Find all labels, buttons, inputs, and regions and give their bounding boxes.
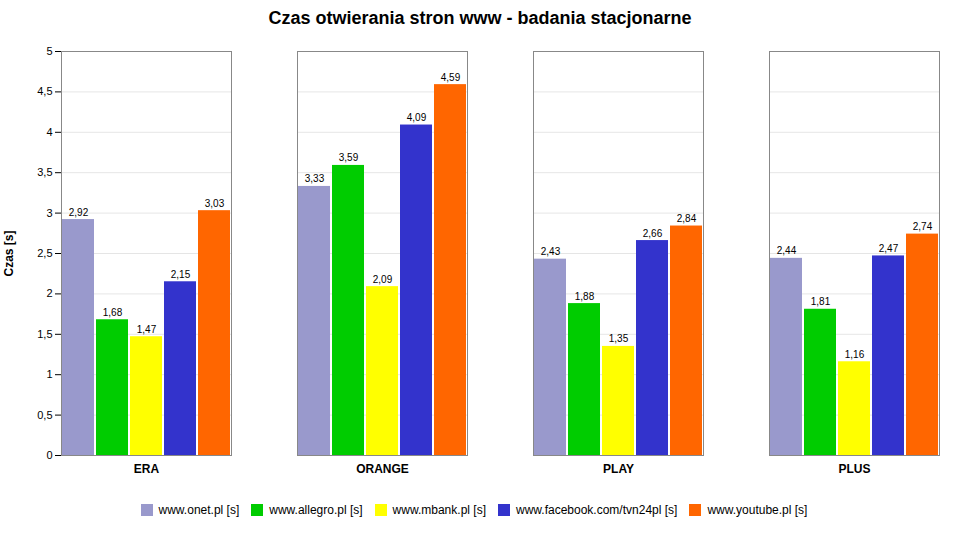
svg-text:2,44: 2,44 <box>777 245 797 256</box>
svg-text:Czas [s]: Czas [s] <box>2 230 16 276</box>
svg-text:2,66: 2,66 <box>643 228 663 239</box>
svg-text:3,5: 3,5 <box>37 166 52 178</box>
svg-text:1,5: 1,5 <box>37 328 52 340</box>
svg-text:0: 0 <box>46 449 52 461</box>
svg-text:2,15: 2,15 <box>171 269 191 280</box>
svg-text:3: 3 <box>46 207 52 219</box>
html-text:www.facebook.com/tvn24pl [s]: www.facebook.com/tvn24pl [s] <box>516 502 678 517</box>
svg-text:4,09: 4,09 <box>407 112 427 123</box>
svg-text:2,43: 2,43 <box>541 246 561 257</box>
svg-text:2,47: 2,47 <box>879 243 899 254</box>
svg-text:1,35: 1,35 <box>609 333 629 344</box>
svg-text:2,84: 2,84 <box>677 213 697 224</box>
svg-text:PLAY: PLAY <box>603 462 634 476</box>
svg-text:1,81: 1,81 <box>811 296 831 307</box>
svg-text:2,5: 2,5 <box>37 247 52 259</box>
svg-text:4,5: 4,5 <box>37 85 52 97</box>
html-text:www.mbank.pl [s]: www.mbank.pl [s] <box>392 502 486 517</box>
svg-text:1,68: 1,68 <box>103 307 123 318</box>
html-text:www.youtube.pl [s]: www.youtube.pl [s] <box>707 502 808 517</box>
svg-text:3,03: 3,03 <box>205 198 225 209</box>
svg-text:2,09: 2,09 <box>373 274 393 285</box>
svg-text:ERA: ERA <box>134 462 160 476</box>
svg-text:PLUS: PLUS <box>838 462 870 476</box>
svg-text:ORANGE: ORANGE <box>356 462 409 476</box>
svg-text:3,59: 3,59 <box>339 152 359 163</box>
svg-text:5: 5 <box>46 45 52 57</box>
html-text:www.onet.pl [s]: www.onet.pl [s] <box>158 502 240 517</box>
svg-text:4,59: 4,59 <box>441 72 461 83</box>
html-text:Czas otwierania stron www - ba: Czas otwierania stron www - badania stac… <box>268 8 692 28</box>
svg-text:1,47: 1,47 <box>137 324 157 335</box>
svg-text:1,16: 1,16 <box>845 349 865 360</box>
svg-text:2,74: 2,74 <box>913 221 933 232</box>
html-text:www.allegro.pl [s]: www.allegro.pl [s] <box>269 502 363 517</box>
svg-text:3,33: 3,33 <box>305 173 325 184</box>
svg-text:2,92: 2,92 <box>69 207 89 218</box>
svg-text:0,5: 0,5 <box>37 409 52 421</box>
svg-text:2: 2 <box>46 287 52 299</box>
svg-text:4: 4 <box>46 126 52 138</box>
svg-text:1,88: 1,88 <box>575 291 595 302</box>
svg-text:1: 1 <box>46 368 52 380</box>
